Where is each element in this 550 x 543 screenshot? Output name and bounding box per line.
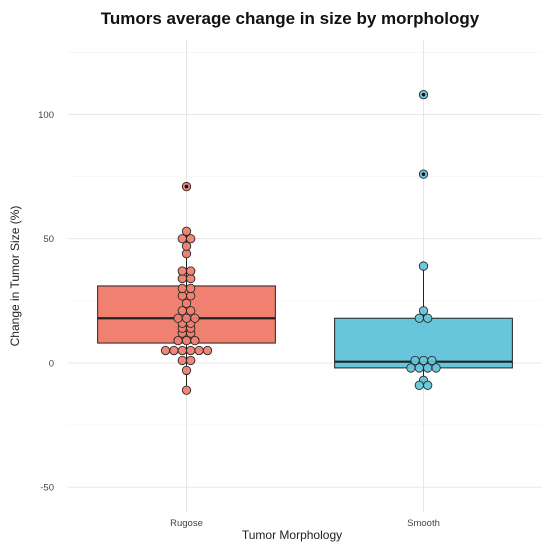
boxes-layer (97, 93, 513, 388)
data-point-rugose (181, 385, 192, 395)
chart-title: Tumors average change in size by morphol… (101, 9, 480, 28)
outlier-center (421, 92, 426, 97)
x-tick-label: Rugose (170, 518, 203, 529)
data-point-rugose (186, 345, 196, 356)
y-tick-label: 100 (38, 110, 54, 121)
data-point-rugose (194, 345, 204, 356)
data-point-rugose (177, 266, 187, 276)
data-point-rugose (181, 335, 192, 346)
data-point-smooth (418, 261, 429, 271)
data-point-rugose (186, 283, 196, 294)
data-point-smooth (406, 363, 416, 373)
data-point-smooth (418, 306, 429, 316)
data-point-smooth (414, 313, 424, 323)
dots-layer (160, 90, 441, 395)
y-axis-label: Change in Tumor Size (%) (8, 206, 22, 347)
data-point-rugose (181, 365, 192, 376)
data-point-rugose (190, 335, 200, 346)
data-point-smooth (431, 363, 441, 373)
data-point-rugose (177, 306, 187, 316)
data-point-rugose (186, 234, 196, 244)
data-point-smooth (423, 363, 433, 373)
data-point-rugose (186, 355, 196, 366)
data-point-rugose (173, 313, 183, 323)
data-point-smooth (427, 355, 437, 366)
data-point-rugose (177, 234, 187, 244)
y-tick-label: 50 (43, 234, 54, 245)
y-axis-ticks: -50 0 50 100 (38, 110, 54, 494)
x-tick-label: Smooth (407, 518, 440, 529)
data-point-rugose (177, 355, 187, 366)
data-point-rugose (181, 226, 192, 236)
data-point-rugose (186, 306, 196, 316)
x-axis-ticks: Rugose Smooth (170, 518, 440, 529)
data-point-smooth (423, 380, 433, 390)
data-point-rugose (173, 335, 183, 346)
data-point-smooth (423, 313, 433, 323)
data-point-rugose (181, 313, 192, 323)
data-point-smooth (418, 355, 429, 366)
y-tick-label: 0 (49, 358, 54, 369)
data-point-rugose (202, 345, 213, 356)
data-point-smooth (410, 355, 420, 366)
data-point-rugose (186, 266, 196, 276)
outlier-center (184, 184, 189, 189)
grid-lines (68, 40, 542, 512)
outlier-center (421, 172, 426, 176)
data-point-smooth (414, 363, 424, 373)
data-point-rugose (177, 345, 187, 356)
data-point-rugose (169, 345, 179, 356)
data-point-rugose (190, 313, 200, 323)
data-point-rugose (181, 298, 192, 308)
data-point-rugose (177, 283, 187, 294)
x-axis-label: Tumor Morphology (242, 528, 342, 542)
data-point-rugose (181, 241, 192, 251)
y-tick-label: -50 (40, 483, 54, 494)
data-point-rugose (160, 345, 171, 356)
data-point-smooth (414, 380, 424, 390)
